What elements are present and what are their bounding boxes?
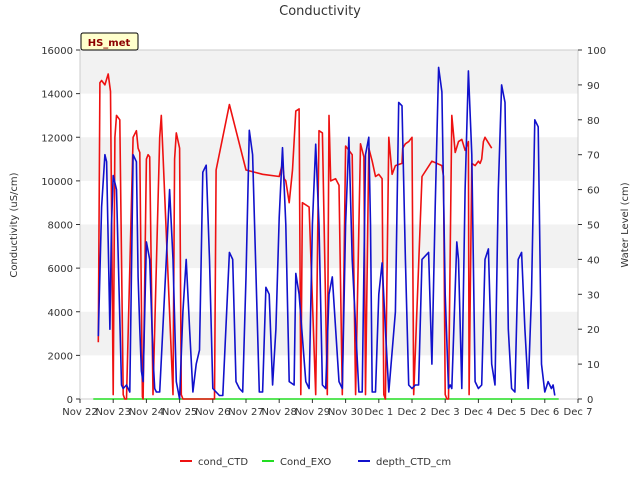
y-left-tick-label: 10000 [41, 177, 73, 188]
y-left-tick-label: 12000 [41, 133, 73, 144]
x-tick-label: Nov 26 [195, 407, 230, 418]
y-right-tick-label: 70 [587, 151, 600, 162]
axes-layer: 0 2000 4000 6000 8000 10000 12000 14000 16000 0 10… [41, 46, 606, 418]
y-left-tick-label: 0 [67, 395, 73, 406]
y-right-tick-label: 90 [587, 81, 600, 92]
x-tick-label: Nov 23 [95, 407, 130, 418]
x-tick-label: Nov 30 [328, 407, 363, 418]
series-line-depth-ctd-cm [97, 66, 556, 400]
x-tick-label: Nov 28 [261, 407, 296, 418]
legend-label: depth_CTD_cm [376, 457, 451, 468]
x-tick-label: Dec 6 [530, 407, 559, 418]
site-tag-box [80, 32, 139, 51]
legend-label: Cond_EXO [280, 457, 331, 468]
x-tick-label: Nov 25 [162, 407, 197, 418]
x-tick-label: Nov 24 [129, 407, 164, 418]
x-tick-label: Nov 29 [295, 407, 330, 418]
y-left-tick-label: 16000 [41, 46, 73, 57]
y-right-tick-label: 40 [587, 255, 600, 266]
y-left-tick-label: 2000 [48, 351, 73, 362]
legend-label: cond_CTD [198, 457, 248, 468]
x-tick-label: Dec 2 [398, 407, 427, 418]
site-tag: HS_met [80, 32, 139, 51]
y-left-tick-label: 6000 [48, 264, 73, 275]
y-axis-left-label: Conductivity (uS/cm) [9, 172, 20, 277]
chart-title: Conductivity [279, 4, 361, 19]
y-left-tick-label: 14000 [41, 90, 73, 101]
y-axis-right-label: Water Level (cm) [620, 182, 631, 267]
x-tick-label: Nov 27 [228, 407, 263, 418]
y-right-tick-label: 60 [587, 186, 600, 197]
y-right-tick-label: 80 [587, 116, 600, 127]
y-left-tick-label: 4000 [48, 308, 73, 319]
site-tag-label: HS_met [88, 38, 131, 49]
x-tick-label: Dec 3 [431, 407, 460, 418]
y-right-tick-label: 10 [587, 360, 600, 371]
series-layer [93, 66, 559, 400]
legend: cond_CTD Cond_EXO depth_CTD_cm [180, 457, 451, 468]
x-tick-label: Dec 5 [497, 407, 526, 418]
x-tick-label: Dec 4 [464, 407, 493, 418]
x-tick-label: Dec 7 [564, 407, 593, 418]
y-right-tick-label: 0 [587, 395, 593, 406]
y-right-tick-label: 30 [587, 290, 600, 301]
x-tick-label: Nov 22 [62, 407, 97, 418]
y-right-tick-label: 50 [587, 221, 600, 232]
grid-band [80, 50, 578, 94]
y-right-tick-label: 20 [587, 325, 600, 336]
y-left-tick-label: 8000 [48, 221, 73, 232]
y-right-tick-label: 100 [587, 46, 606, 57]
x-tick-label: Dec 1 [364, 407, 393, 418]
